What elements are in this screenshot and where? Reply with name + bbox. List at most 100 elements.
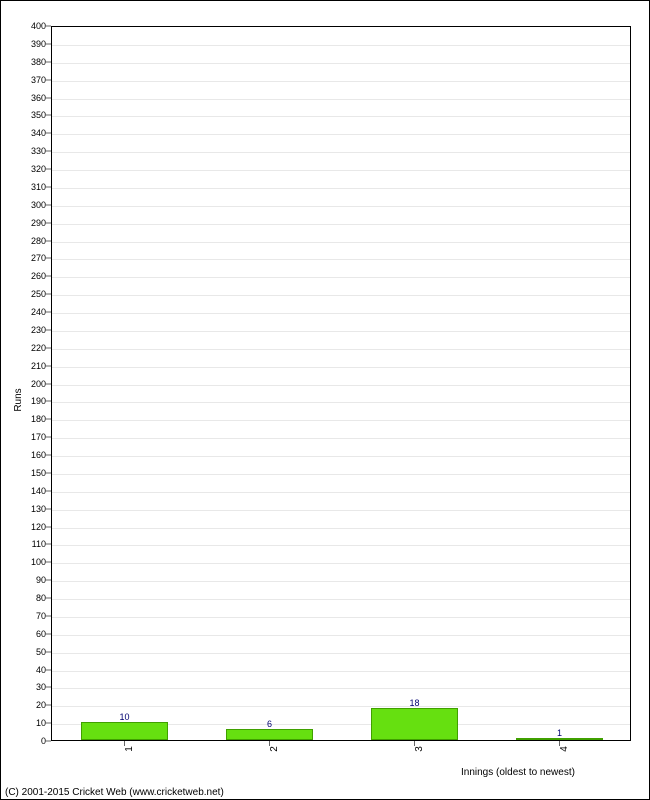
y-tick-label: 290 bbox=[21, 218, 46, 228]
y-tick-mark bbox=[46, 741, 51, 742]
y-tick-label: 30 bbox=[21, 682, 46, 692]
gridline bbox=[52, 706, 630, 707]
y-tick-label: 300 bbox=[21, 200, 46, 210]
bar bbox=[81, 722, 168, 740]
y-tick-mark bbox=[46, 669, 51, 670]
x-tick-mark bbox=[414, 741, 415, 746]
y-tick-label: 70 bbox=[21, 611, 46, 621]
gridline bbox=[52, 331, 630, 332]
gridline bbox=[52, 116, 630, 117]
y-tick-mark bbox=[46, 580, 51, 581]
x-tick-mark bbox=[559, 741, 560, 746]
y-tick-mark bbox=[46, 26, 51, 27]
y-tick-mark bbox=[46, 294, 51, 295]
y-tick-label: 0 bbox=[21, 736, 46, 746]
gridline bbox=[52, 349, 630, 350]
y-tick-label: 10 bbox=[21, 718, 46, 728]
y-tick-label: 160 bbox=[21, 450, 46, 460]
y-tick-label: 260 bbox=[21, 271, 46, 281]
y-tick-mark bbox=[46, 97, 51, 98]
gridline bbox=[52, 206, 630, 207]
y-tick-mark bbox=[46, 133, 51, 134]
gridline bbox=[52, 402, 630, 403]
y-tick-mark bbox=[46, 508, 51, 509]
y-tick-mark bbox=[46, 419, 51, 420]
gridline bbox=[52, 581, 630, 582]
y-tick-label: 320 bbox=[21, 164, 46, 174]
gridline bbox=[52, 188, 630, 189]
y-tick-mark bbox=[46, 562, 51, 563]
gridline bbox=[52, 45, 630, 46]
bar-value-label: 6 bbox=[267, 719, 272, 729]
gridline bbox=[52, 545, 630, 546]
y-tick-label: 170 bbox=[21, 432, 46, 442]
x-tick-label: 2 bbox=[269, 746, 280, 752]
y-tick-mark bbox=[46, 723, 51, 724]
y-tick-label: 280 bbox=[21, 236, 46, 246]
gridline bbox=[52, 617, 630, 618]
y-tick-label: 50 bbox=[21, 647, 46, 657]
bar-value-label: 1 bbox=[557, 728, 562, 738]
gridline bbox=[52, 528, 630, 529]
y-tick-mark bbox=[46, 401, 51, 402]
x-tick-mark bbox=[269, 741, 270, 746]
y-tick-mark bbox=[46, 115, 51, 116]
y-tick-label: 340 bbox=[21, 128, 46, 138]
y-tick-mark bbox=[46, 598, 51, 599]
y-tick-label: 230 bbox=[21, 325, 46, 335]
gridline bbox=[52, 563, 630, 564]
copyright-credit: (C) 2001-2015 Cricket Web (www.cricketwe… bbox=[5, 787, 224, 798]
y-tick-mark bbox=[46, 151, 51, 152]
y-tick-label: 370 bbox=[21, 75, 46, 85]
y-tick-mark bbox=[46, 276, 51, 277]
y-tick-label: 180 bbox=[21, 414, 46, 424]
y-tick-mark bbox=[46, 258, 51, 259]
y-tick-mark bbox=[46, 79, 51, 80]
y-tick-mark bbox=[46, 43, 51, 44]
x-tick-label: 4 bbox=[559, 746, 570, 752]
y-tick-mark bbox=[46, 437, 51, 438]
gridline bbox=[52, 438, 630, 439]
y-tick-label: 40 bbox=[21, 665, 46, 675]
y-tick-label: 220 bbox=[21, 343, 46, 353]
gridline bbox=[52, 259, 630, 260]
y-tick-mark bbox=[46, 490, 51, 491]
y-tick-label: 390 bbox=[21, 39, 46, 49]
y-tick-label: 240 bbox=[21, 307, 46, 317]
y-tick-label: 200 bbox=[21, 379, 46, 389]
bar bbox=[226, 729, 313, 740]
gridline bbox=[52, 367, 630, 368]
y-tick-label: 110 bbox=[21, 539, 46, 549]
bar-value-label: 10 bbox=[119, 712, 129, 722]
y-tick-label: 80 bbox=[21, 593, 46, 603]
gridline bbox=[52, 63, 630, 64]
y-tick-mark bbox=[46, 365, 51, 366]
gridline bbox=[52, 653, 630, 654]
y-tick-label: 20 bbox=[21, 700, 46, 710]
gridline bbox=[52, 510, 630, 511]
x-axis-label: Innings (oldest to newest) bbox=[461, 767, 575, 778]
y-tick-mark bbox=[46, 169, 51, 170]
bar bbox=[516, 738, 603, 740]
x-tick-label: 3 bbox=[414, 746, 425, 752]
gridline bbox=[52, 242, 630, 243]
gridline bbox=[52, 420, 630, 421]
y-tick-mark bbox=[46, 186, 51, 187]
y-tick-mark bbox=[46, 61, 51, 62]
y-tick-label: 130 bbox=[21, 504, 46, 514]
gridline bbox=[52, 152, 630, 153]
gridline bbox=[52, 635, 630, 636]
y-tick-label: 380 bbox=[21, 57, 46, 67]
gridline bbox=[52, 313, 630, 314]
y-tick-mark bbox=[46, 204, 51, 205]
y-tick-label: 60 bbox=[21, 629, 46, 639]
plot-area: 106181 bbox=[51, 26, 631, 741]
y-tick-label: 250 bbox=[21, 289, 46, 299]
y-tick-label: 330 bbox=[21, 146, 46, 156]
y-tick-label: 100 bbox=[21, 557, 46, 567]
y-tick-label: 270 bbox=[21, 253, 46, 263]
x-tick-label: 1 bbox=[124, 746, 135, 752]
chart-container: 106181 Runs Innings (oldest to newest) (… bbox=[0, 0, 650, 800]
y-tick-mark bbox=[46, 347, 51, 348]
gridline bbox=[52, 456, 630, 457]
